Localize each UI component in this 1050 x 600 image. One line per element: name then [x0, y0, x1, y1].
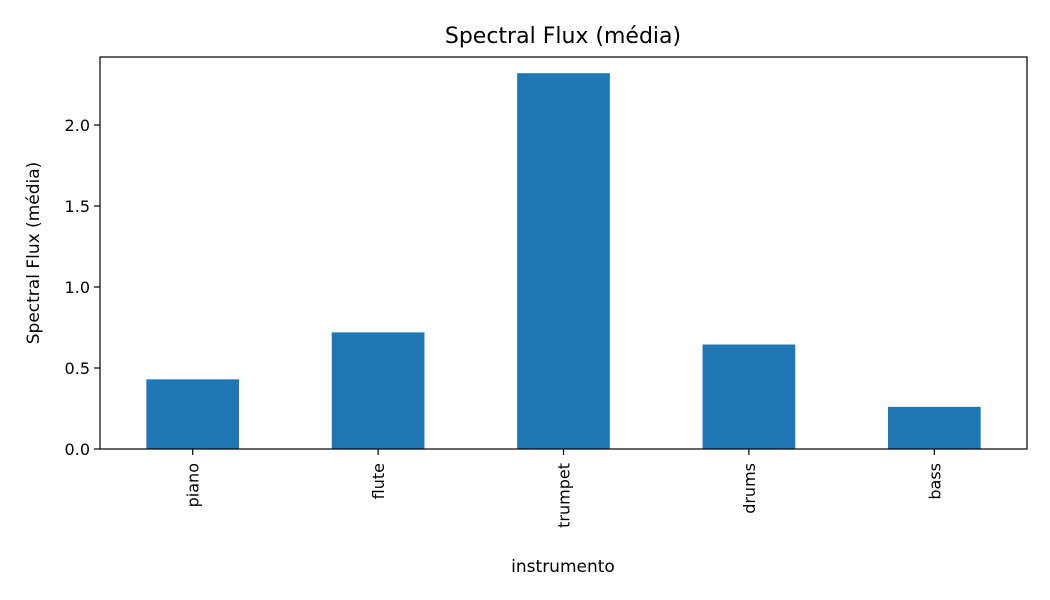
- y-tick-label: 2.0: [65, 116, 90, 135]
- x-axis-label: instrumento: [511, 557, 615, 577]
- x-axis-ticks: piano flute trumpet drums bass: [184, 449, 944, 528]
- y-tick-label: 1.0: [65, 278, 90, 297]
- y-tick-label: 0.0: [65, 440, 90, 459]
- x-tick-label-bass: bass: [925, 463, 944, 500]
- x-tick-label-piano: piano: [184, 463, 203, 507]
- y-axis-ticks: 0.0 0.5 1.0 1.5 2.0: [65, 116, 100, 459]
- bar-bass: [887, 406, 981, 449]
- bar-piano: [146, 379, 240, 449]
- bars-group: [146, 73, 981, 449]
- x-tick-label-flute: flute: [369, 463, 388, 499]
- plot-frame: [99, 56, 1028, 450]
- y-axis-label: Spectral Flux (média): [24, 162, 44, 345]
- bar-trumpet: [517, 73, 610, 449]
- bar-flute: [331, 332, 425, 449]
- chart-title: Spectral Flux (média): [445, 24, 681, 49]
- x-tick-label-drums: drums: [740, 463, 759, 514]
- bar-drums: [702, 344, 796, 449]
- y-tick-label: 0.5: [65, 359, 90, 378]
- x-tick-label-trumpet: trumpet: [555, 463, 574, 528]
- y-tick-label: 1.5: [65, 197, 90, 216]
